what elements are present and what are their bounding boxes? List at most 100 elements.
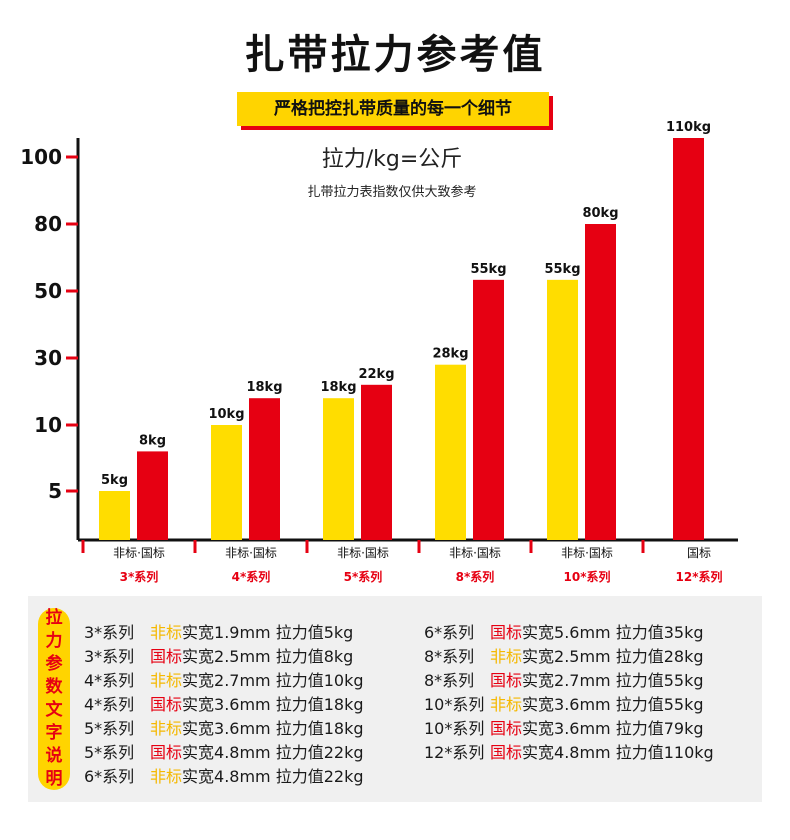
spec-type: 国标 [490, 623, 523, 642]
series-label: 12*系列 [676, 569, 723, 584]
bar-national [249, 398, 280, 540]
category-label: 非标·国标 [337, 546, 389, 560]
bar-value-label: 28kg [432, 347, 468, 362]
spec-series: 10*系列 [424, 719, 485, 738]
spec-tag-char: 力 [45, 631, 63, 651]
spec-detail: 实宽4.8mm 拉力值22kg [182, 767, 364, 786]
spec-type: 非标 [150, 767, 183, 786]
spec-tag-char: 拉 [45, 608, 63, 628]
category-label: 非标·国标 [113, 546, 165, 560]
spec-type: 非标 [150, 623, 183, 642]
bar-nonstandard [323, 398, 354, 540]
spec-row: 8*系列 非标实宽2.5mm 拉力值28kg [424, 643, 714, 667]
bar-nonstandard [99, 491, 130, 540]
spec-type: 国标 [150, 647, 183, 666]
subtitle-banner: 严格把控扎带质量的每一个细节 [237, 92, 549, 126]
bar-value-label: 55kg [544, 262, 580, 277]
spec-detail: 实宽2.7mm 拉力值55kg [522, 671, 704, 690]
spec-type: 非标 [150, 671, 183, 690]
spec-type: 非标 [490, 695, 523, 714]
spec-series: 4*系列 [84, 671, 135, 690]
chart-note: 扎带拉力表指数仅供大致参考 [307, 184, 476, 200]
spec-detail: 实宽3.6mm 拉力值55kg [522, 695, 704, 714]
spec-row: 8*系列 国标实宽2.7mm 拉力值55kg [424, 667, 714, 691]
spec-type: 国标 [490, 743, 523, 762]
series-label: 3*系列 [120, 569, 159, 584]
spec-type: 非标 [490, 647, 523, 666]
spec-row: 5*系列 非标实宽3.6mm 拉力值18kg [84, 715, 364, 739]
unit-title: 拉力/kg=公斤 [322, 147, 463, 172]
spec-type: 国标 [490, 671, 523, 690]
spec-row: 10*系列 非标实宽3.6mm 拉力值55kg [424, 691, 714, 715]
bar-national [361, 384, 392, 540]
spec-series: 6*系列 [84, 767, 135, 786]
y-tick-label: 80 [34, 212, 62, 236]
series-label: 8*系列 [456, 569, 495, 584]
spec-tag-char: 参 [45, 654, 63, 674]
spec-detail: 实宽3.6mm 拉力值79kg [522, 719, 704, 738]
spec-row: 10*系列 国标实宽3.6mm 拉力值79kg [424, 715, 714, 739]
spec-tag-char: 明 [45, 769, 63, 789]
spec-type: 国标 [150, 695, 183, 714]
bar-nonstandard [211, 425, 242, 540]
bar-value-label: 10kg [208, 407, 244, 422]
spec-detail: 实宽4.8mm 拉力值22kg [182, 743, 364, 762]
spec-row: 6*系列 非标实宽4.8mm 拉力值22kg [84, 763, 364, 787]
spec-tag-char: 文 [45, 700, 63, 720]
spec-detail: 实宽1.9mm 拉力值5kg [182, 623, 354, 642]
spec-series: 5*系列 [84, 719, 135, 738]
spec-type: 国标 [490, 719, 523, 738]
series-label: 4*系列 [232, 569, 271, 584]
category-label: 非标·国标 [449, 546, 501, 560]
spec-row: 4*系列 非标实宽2.7mm 拉力值10kg [84, 667, 364, 691]
spec-row: 6*系列 国标实宽5.6mm 拉力值35kg [424, 619, 714, 643]
bar-national [473, 279, 504, 540]
spec-type: 国标 [150, 743, 183, 762]
y-tick-label: 10 [34, 413, 62, 437]
spec-series: 6*系列 [424, 623, 475, 642]
spec-detail: 实宽3.6mm 拉力值18kg [182, 695, 364, 714]
y-tick-label: 30 [34, 346, 62, 370]
bar-national [137, 451, 168, 540]
spec-detail: 实宽5.6mm 拉力值35kg [522, 623, 704, 642]
spec-panel-tag: 拉力参数文字说明 [38, 608, 70, 790]
y-tick-label: 100 [20, 145, 62, 169]
y-tick-label: 50 [34, 279, 62, 303]
spec-row: 3*系列 国标实宽2.5mm 拉力值8kg [84, 643, 364, 667]
spec-detail: 实宽3.6mm 拉力值18kg [182, 719, 364, 738]
spec-detail: 实宽2.5mm 拉力值28kg [522, 647, 704, 666]
series-label: 10*系列 [564, 569, 611, 584]
spec-tag-char: 数 [45, 677, 63, 697]
bar-nonstandard [435, 364, 466, 540]
y-tick-label: 5 [48, 479, 62, 503]
spec-tag-char: 说 [45, 746, 63, 766]
spec-list-right: 6*系列 国标实宽5.6mm 拉力值35kg 8*系列 非标实宽2.5mm 拉力值28… [424, 619, 714, 763]
bar-value-label: 110kg [666, 120, 711, 135]
bar-value-label: 18kg [320, 380, 356, 395]
category-label: 非标·国标 [225, 546, 277, 560]
spec-row: 4*系列 国标实宽3.6mm 拉力值18kg [84, 691, 364, 715]
spec-list-left: 3*系列 非标实宽1.9mm 拉力值5kg 3*系列 国标实宽2.5mm 拉力值8kg… [84, 619, 364, 787]
bar-value-label: 80kg [582, 206, 618, 221]
category-label: 国标 [687, 546, 711, 560]
bar-value-label: 8kg [139, 433, 166, 448]
bar-nonstandard [547, 279, 578, 540]
spec-series: 4*系列 [84, 695, 135, 714]
spec-row: 3*系列 非标实宽1.9mm 拉力值5kg [84, 619, 364, 643]
spec-row: 5*系列 国标实宽4.8mm 拉力值22kg [84, 739, 364, 763]
bar-national [673, 138, 704, 540]
spec-series: 3*系列 [84, 623, 135, 642]
bar-value-label: 18kg [246, 380, 282, 395]
spec-series: 8*系列 [424, 647, 475, 666]
bar-national [585, 224, 616, 540]
bar-value-label: 5kg [101, 473, 128, 488]
spec-detail: 实宽4.8mm 拉力值110kg [522, 743, 714, 762]
spec-series: 8*系列 [424, 671, 475, 690]
spec-detail: 实宽2.5mm 拉力值8kg [182, 647, 354, 666]
spec-series: 12*系列 [424, 743, 485, 762]
page-title: 扎带拉力参考值 [244, 32, 546, 78]
spec-series: 3*系列 [84, 647, 135, 666]
bar-value-label: 22kg [358, 367, 394, 382]
spec-series: 10*系列 [424, 695, 485, 714]
